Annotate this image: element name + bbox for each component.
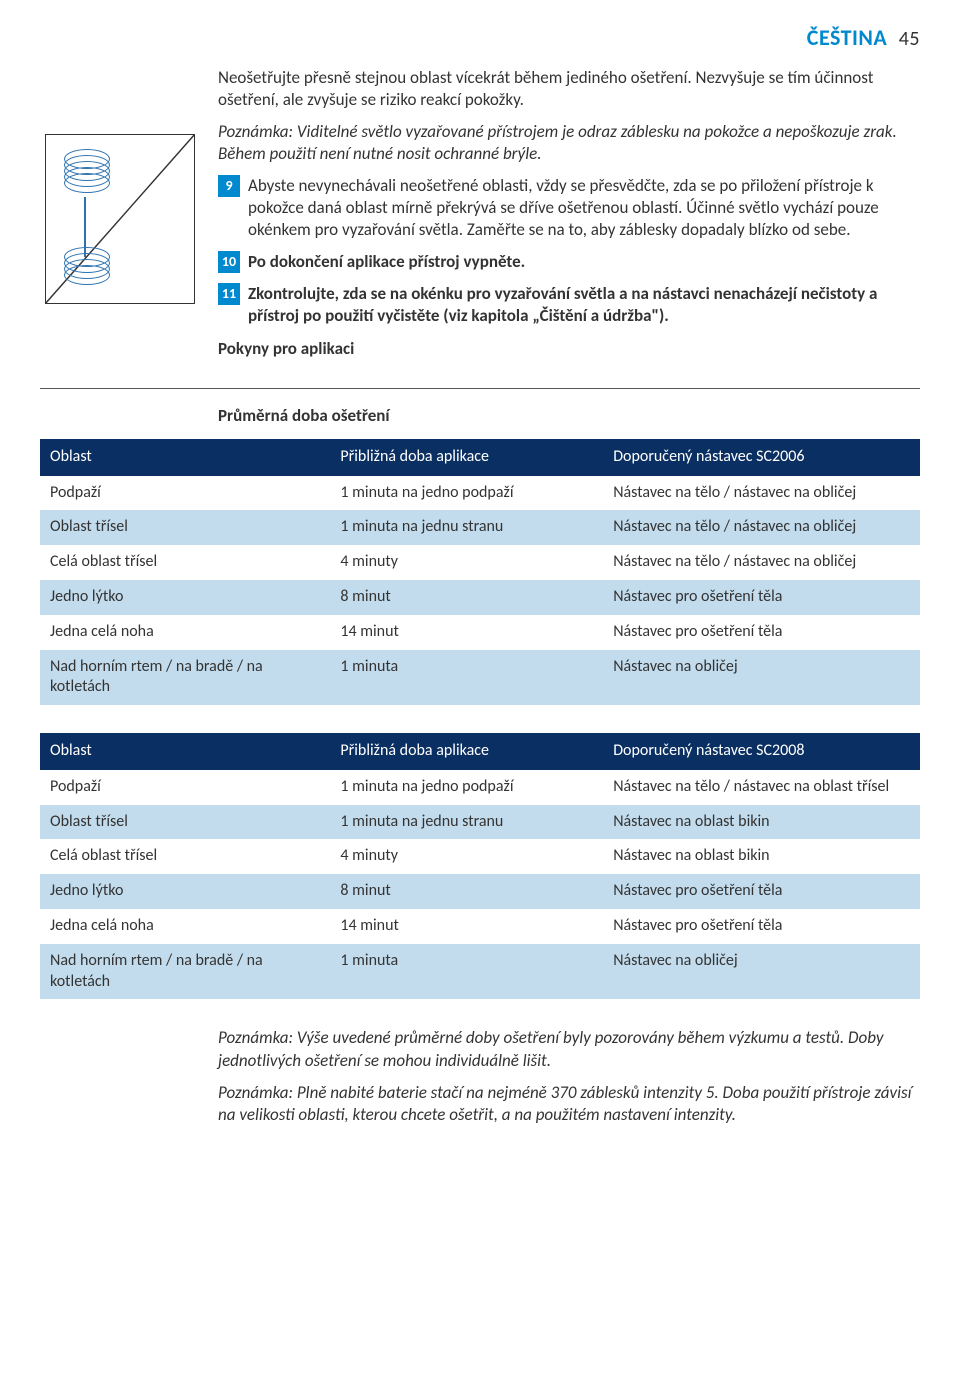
step-text: Zkontrolujte, zda se na okénku pro vyzař… bbox=[248, 283, 920, 327]
intro-note-1: Poznámka: Viditelné světlo vyzařované př… bbox=[218, 121, 920, 165]
table2-body: Podpaží1 minuta na jedno podpažíNástavec… bbox=[40, 770, 920, 1000]
footer-note-2: Poznámka: Plně nabité baterie stačí na n… bbox=[218, 1082, 920, 1126]
table-cell: Nástavec na obličej bbox=[603, 650, 920, 706]
step-11: 11 Zkontrolujte, zda se na okénku pro vy… bbox=[218, 283, 920, 327]
th-doba: Přibližná doba aplikace bbox=[330, 733, 603, 770]
language-label: ČEŠTINA bbox=[807, 24, 887, 51]
table-cell: 8 minut bbox=[330, 580, 603, 615]
step-number: 10 bbox=[218, 251, 240, 273]
th-nastavec: Doporučený nástavec SC2006 bbox=[603, 439, 920, 476]
section-heading-pokyny: Pokyny pro aplikaci bbox=[218, 338, 920, 360]
table-row: Jedna celá noha14 minutNástavec pro ošet… bbox=[40, 615, 920, 650]
table-cell: Oblast třísel bbox=[40, 805, 330, 840]
table-cell: Nástavec na tělo / nástavec na obličej bbox=[603, 545, 920, 580]
table-cell: 1 minuta bbox=[330, 650, 603, 706]
table-cell: Nástavec pro ošetření těla bbox=[603, 615, 920, 650]
table-cell: 14 minut bbox=[330, 615, 603, 650]
table1-body: Podpaží1 minuta na jedno podpažíNástavec… bbox=[40, 476, 920, 706]
table-cell: 1 minuta bbox=[330, 944, 603, 1000]
th-oblast: Oblast bbox=[40, 439, 330, 476]
table-cell: Nad horním rtem / na bradě / na kotletác… bbox=[40, 650, 330, 706]
table-cell: 1 minuta na jedno podpaží bbox=[330, 770, 603, 805]
table-cell: Nástavec na oblast bikin bbox=[603, 805, 920, 840]
table-row: Nad horním rtem / na bradě / na kotletác… bbox=[40, 944, 920, 1000]
table-cell: Celá oblast třísel bbox=[40, 839, 330, 874]
table-cell: Nástavec na obličej bbox=[603, 944, 920, 1000]
table-cell: 14 minut bbox=[330, 909, 603, 944]
step-text: Po dokončení aplikace přístroj vypněte. bbox=[248, 251, 920, 273]
table-cell: 1 minuta na jednu stranu bbox=[330, 805, 603, 840]
table-cell: 8 minut bbox=[330, 874, 603, 909]
table-row: Podpaží1 minuta na jedno podpažíNástavec… bbox=[40, 476, 920, 511]
table-row: Jedno lýtko8 minutNástavec pro ošetření … bbox=[40, 580, 920, 615]
table-cell: Nástavec pro ošetření těla bbox=[603, 874, 920, 909]
intro-paragraph-1: Neošetřujte přesně stejnou oblast vícekr… bbox=[218, 67, 920, 111]
table-row: Podpaží1 minuta na jedno podpažíNástavec… bbox=[40, 770, 920, 805]
table-cell: Jedno lýtko bbox=[40, 580, 330, 615]
table-cell: 1 minuta na jedno podpaží bbox=[330, 476, 603, 511]
table-cell: 4 minuty bbox=[330, 545, 603, 580]
th-nastavec: Doporučený nástavec SC2008 bbox=[603, 733, 920, 770]
table-cell: Celá oblast třísel bbox=[40, 545, 330, 580]
table-row: Jedno lýtko8 minutNástavec pro ošetření … bbox=[40, 874, 920, 909]
intro-section: Neošetřujte přesně stejnou oblast vícekr… bbox=[40, 67, 920, 389]
overlap-diagram bbox=[45, 134, 195, 304]
section-heading-prumerna: Průměrná doba ošetření bbox=[218, 405, 920, 427]
table-row: Celá oblast třísel4 minutyNástavec na ob… bbox=[40, 839, 920, 874]
table-cell: Jedna celá noha bbox=[40, 909, 330, 944]
table-cell: Jedno lýtko bbox=[40, 874, 330, 909]
table-row: Oblast třísel1 minuta na jednu stranuNás… bbox=[40, 510, 920, 545]
table-cell: Nad horním rtem / na bradě / na kotletác… bbox=[40, 944, 330, 1000]
section-heading-wrapper: Průměrná doba ošetření bbox=[218, 405, 920, 427]
table-cell: Jedna celá noha bbox=[40, 615, 330, 650]
table-row: Nad horním rtem / na bradě / na kotletác… bbox=[40, 650, 920, 706]
th-doba: Přibližná doba aplikace bbox=[330, 439, 603, 476]
table-cell: 1 minuta na jednu stranu bbox=[330, 510, 603, 545]
table-row: Jedna celá noha14 minutNástavec pro ošet… bbox=[40, 909, 920, 944]
table-row: Celá oblast třísel4 minutyNástavec na tě… bbox=[40, 545, 920, 580]
step-9: 9 Abyste nevynechávali neošetřené oblast… bbox=[218, 175, 920, 241]
intro-text-column: Neošetřujte přesně stejnou oblast vícekr… bbox=[218, 67, 920, 372]
table-cell: Nástavec na tělo / nástavec na oblast tř… bbox=[603, 770, 920, 805]
treatment-table-sc2008: Oblast Přibližná doba aplikace Doporučen… bbox=[40, 733, 920, 999]
footer-note-1: Poznámka: Výše uvedené průměrné doby oše… bbox=[218, 1027, 920, 1071]
table-cell: Nástavec na tělo / nástavec na obličej bbox=[603, 476, 920, 511]
step-number: 11 bbox=[218, 283, 240, 305]
table-cell: 4 minuty bbox=[330, 839, 603, 874]
table-cell: Nástavec na oblast bikin bbox=[603, 839, 920, 874]
table-cell: Podpaží bbox=[40, 476, 330, 511]
illustration-column bbox=[40, 67, 200, 372]
step-10: 10 Po dokončení aplikace přístroj vypnět… bbox=[218, 251, 920, 273]
footer-notes: Poznámka: Výše uvedené průměrné doby oše… bbox=[218, 1027, 920, 1125]
treatment-table-sc2006: Oblast Přibližná doba aplikace Doporučen… bbox=[40, 439, 920, 705]
table-cell: Nástavec pro ošetření těla bbox=[603, 909, 920, 944]
table-row: Oblast třísel1 minuta na jednu stranuNás… bbox=[40, 805, 920, 840]
step-text: Abyste nevynechávali neošetřené oblasti,… bbox=[248, 175, 920, 241]
table-cell: Nástavec pro ošetření těla bbox=[603, 580, 920, 615]
th-oblast: Oblast bbox=[40, 733, 330, 770]
page-number: 45 bbox=[899, 27, 920, 51]
step-number: 9 bbox=[218, 175, 240, 197]
table-cell: Oblast třísel bbox=[40, 510, 330, 545]
page-header: ČEŠTINA 45 bbox=[40, 24, 920, 53]
table-cell: Podpaží bbox=[40, 770, 330, 805]
table-cell: Nástavec na tělo / nástavec na obličej bbox=[603, 510, 920, 545]
